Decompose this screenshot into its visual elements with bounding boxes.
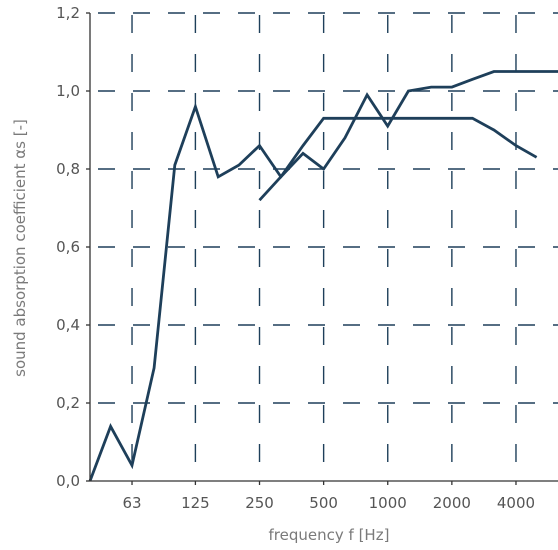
y-tick-label-3: 0,6 [56,238,80,256]
series-line-1 [258,116,538,202]
x-tick-label-4: 1000 [369,494,407,512]
x-tick-label-1: 125 [181,494,210,512]
x-tick-label-6: 4000 [497,494,535,512]
y-tick-label-6: 1,2 [56,4,80,22]
series-line-0 [88,70,558,482]
y-tick-label-4: 0,8 [56,160,80,178]
series-group [88,70,558,482]
x-tick-label-3: 500 [309,494,338,512]
x-tick-label-5: 2000 [433,494,471,512]
x-axis-label: frequency f [Hz] [269,526,390,544]
y-axis-label: sound absorption coefficient αs [-] [11,119,29,377]
y-tick-label-0: 0,0 [56,472,80,490]
y-tick-label-5: 1,0 [56,82,80,100]
y-tick-label-2: 0,4 [56,316,80,334]
y-tick-labels: 0,0 0,2 0,4 0,6 0,8 1,0 1,2 [56,4,80,490]
x-tick-label-0: 63 [122,494,141,512]
x-tick-label-2: 250 [245,494,274,512]
axes [86,12,558,485]
x-tick-labels: 63 125 250 500 1000 2000 4000 [122,494,535,512]
y-tick-label-1: 0,2 [56,394,80,412]
grid [90,12,558,481]
